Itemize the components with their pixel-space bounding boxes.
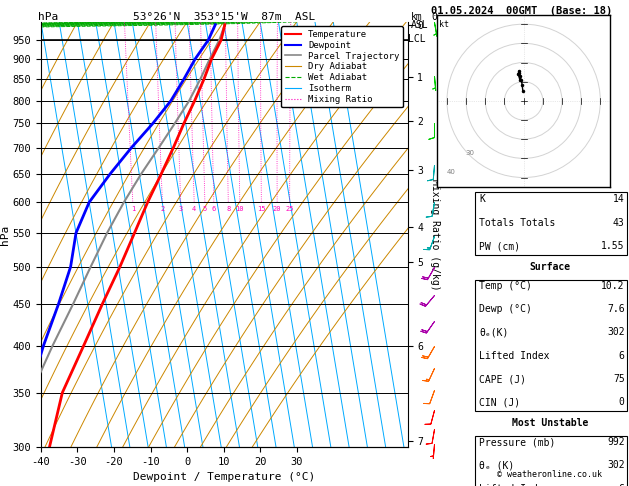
Text: 10: 10 xyxy=(236,207,244,212)
Text: 302: 302 xyxy=(607,460,625,470)
Text: 0: 0 xyxy=(619,398,625,407)
Text: Lifted Index: Lifted Index xyxy=(479,484,550,486)
Text: 15: 15 xyxy=(257,207,265,212)
Bar xyxy=(475,279,627,411)
Legend: Temperature, Dewpoint, Parcel Trajectory, Dry Adiabat, Wet Adiabat, Isotherm, Mi: Temperature, Dewpoint, Parcel Trajectory… xyxy=(281,26,403,107)
Text: hPa: hPa xyxy=(38,12,58,22)
Text: Lifted Index: Lifted Index xyxy=(479,351,550,361)
Text: Temp (°C): Temp (°C) xyxy=(479,281,532,291)
Y-axis label: hPa: hPa xyxy=(0,225,9,244)
Text: 3: 3 xyxy=(179,207,183,212)
Bar xyxy=(475,436,627,486)
Text: K: K xyxy=(479,194,485,205)
Text: θₑ (K): θₑ (K) xyxy=(479,460,515,470)
Text: LCL: LCL xyxy=(408,34,425,44)
Text: 53°26'N  353°15'W  87m  ASL: 53°26'N 353°15'W 87m ASL xyxy=(133,12,315,22)
Text: Most Unstable: Most Unstable xyxy=(511,418,588,428)
Text: 1.55: 1.55 xyxy=(601,241,625,251)
Text: 10.2: 10.2 xyxy=(601,281,625,291)
Text: 5: 5 xyxy=(203,207,207,212)
Text: 20: 20 xyxy=(273,207,281,212)
Text: 1: 1 xyxy=(131,207,135,212)
Text: CIN (J): CIN (J) xyxy=(479,398,520,407)
Text: 0: 0 xyxy=(431,12,437,22)
Text: 302: 302 xyxy=(607,328,625,337)
Text: 40: 40 xyxy=(447,169,455,174)
Text: 6: 6 xyxy=(212,207,216,212)
Text: 30: 30 xyxy=(465,150,474,156)
Text: 7.6: 7.6 xyxy=(607,304,625,314)
Text: 75: 75 xyxy=(613,374,625,384)
Text: 992: 992 xyxy=(607,437,625,447)
Text: km: km xyxy=(411,12,423,22)
Text: Dewp (°C): Dewp (°C) xyxy=(479,304,532,314)
Text: PW (cm): PW (cm) xyxy=(479,241,520,251)
Text: 6: 6 xyxy=(619,484,625,486)
Text: kt: kt xyxy=(439,20,449,29)
Bar xyxy=(475,192,627,255)
Text: 4: 4 xyxy=(192,207,196,212)
Text: CAPE (J): CAPE (J) xyxy=(479,374,526,384)
Text: Surface: Surface xyxy=(530,262,571,272)
Text: 01.05.2024  00GMT  (Base: 18): 01.05.2024 00GMT (Base: 18) xyxy=(431,6,613,16)
Text: 14: 14 xyxy=(613,194,625,205)
Text: 2: 2 xyxy=(160,207,165,212)
Y-axis label: Mixing Ratio (g/kg): Mixing Ratio (g/kg) xyxy=(430,179,440,290)
Text: 6: 6 xyxy=(619,351,625,361)
Text: 25: 25 xyxy=(286,207,294,212)
Text: Totals Totals: Totals Totals xyxy=(479,218,555,228)
Text: 8: 8 xyxy=(226,207,230,212)
Text: Pressure (mb): Pressure (mb) xyxy=(479,437,555,447)
Text: © weatheronline.co.uk: © weatheronline.co.uk xyxy=(498,469,603,479)
Text: ASL: ASL xyxy=(411,20,428,31)
Text: θₑ(K): θₑ(K) xyxy=(479,328,509,337)
Text: 43: 43 xyxy=(613,218,625,228)
X-axis label: Dewpoint / Temperature (°C): Dewpoint / Temperature (°C) xyxy=(133,472,315,483)
